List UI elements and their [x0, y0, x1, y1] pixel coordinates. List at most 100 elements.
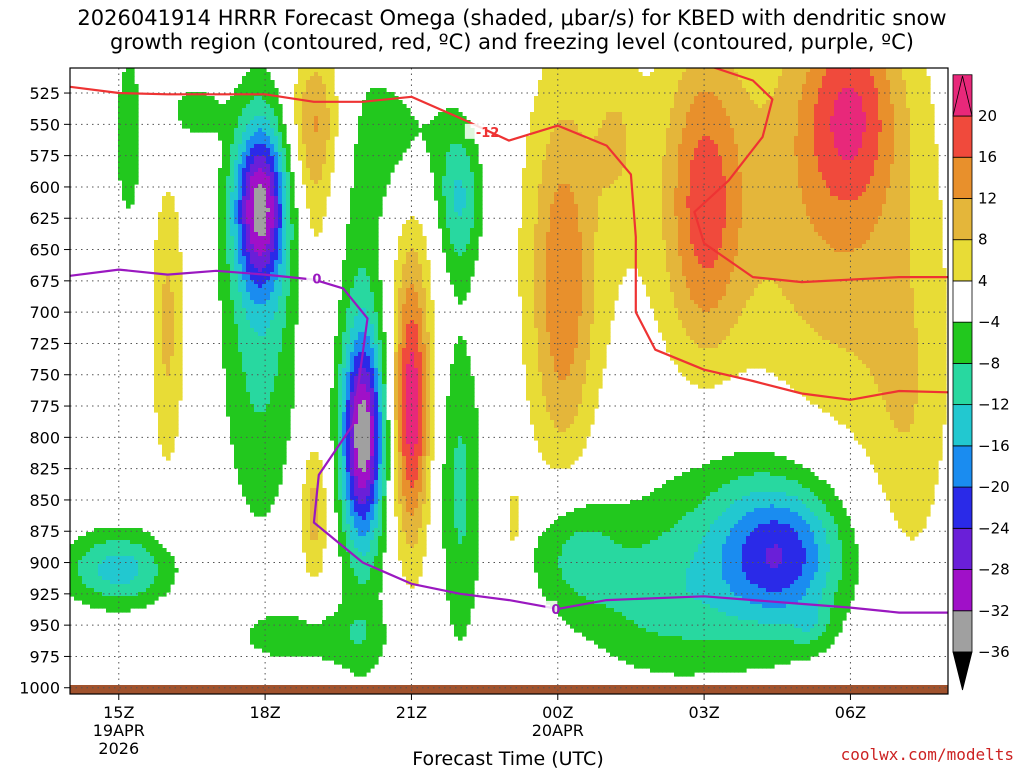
omega-cell — [686, 120, 691, 125]
omega-cell — [178, 116, 183, 121]
omega-cell — [130, 104, 135, 109]
omega-cell — [674, 68, 679, 73]
omega-cell — [886, 112, 891, 117]
omega-cell — [578, 168, 583, 173]
omega-cell — [446, 140, 451, 145]
omega-cell — [550, 152, 555, 157]
omega-cell — [698, 124, 703, 129]
omega-cell — [562, 100, 567, 105]
omega-cell — [902, 188, 907, 193]
omega-cell — [858, 172, 863, 177]
omega-cell — [434, 160, 439, 165]
omega-cell — [554, 196, 559, 201]
omega-cell — [734, 152, 739, 157]
omega-cell — [582, 112, 587, 117]
omega-cell — [758, 112, 763, 117]
omega-cell — [614, 104, 619, 109]
omega-cell — [778, 172, 783, 177]
omega-cell — [726, 172, 731, 177]
omega-cell — [310, 128, 315, 133]
omega-cell — [742, 108, 747, 113]
omega-cell — [566, 76, 571, 81]
omega-cell — [282, 176, 287, 181]
omega-cell — [310, 120, 315, 125]
omega-cell — [866, 132, 871, 137]
omega-cell — [582, 144, 587, 149]
omega-cell — [698, 76, 703, 81]
omega-cell — [874, 84, 879, 89]
omega-cell — [298, 116, 303, 121]
omega-cell — [702, 92, 707, 97]
omega-cell — [566, 108, 571, 113]
omega-cell — [754, 132, 759, 137]
omega-cell — [278, 116, 283, 121]
omega-cell — [214, 116, 219, 121]
omega-cell — [902, 100, 907, 105]
omega-cell — [926, 136, 931, 141]
omega-cell — [814, 68, 819, 73]
omega-cell — [246, 200, 251, 205]
omega-cell — [866, 68, 871, 73]
omega-cell — [246, 72, 251, 77]
omega-cell — [854, 172, 859, 177]
omega-cell — [122, 96, 127, 101]
omega-cell — [830, 196, 835, 201]
omega-cell — [226, 144, 231, 149]
omega-cell — [538, 172, 543, 177]
omega-cell — [130, 164, 135, 169]
omega-cell — [766, 152, 771, 157]
omega-cell — [250, 184, 255, 189]
omega-cell — [722, 176, 727, 181]
omega-cell — [710, 156, 715, 161]
omega-cell — [718, 156, 723, 161]
omega-cell — [190, 104, 195, 109]
omega-cell — [806, 140, 811, 145]
omega-cell — [850, 96, 855, 101]
omega-cell — [218, 104, 223, 109]
omega-cell — [662, 112, 667, 117]
omega-cell — [322, 132, 327, 137]
omega-cell — [922, 68, 927, 73]
omega-cell — [670, 196, 675, 201]
omega-cell — [298, 80, 303, 85]
omega-cell — [606, 176, 611, 181]
omega-cell — [294, 92, 299, 97]
omega-cell — [770, 168, 775, 173]
omega-cell — [542, 136, 547, 141]
omega-cell — [330, 88, 335, 93]
omega-cell — [658, 116, 663, 121]
omega-cell — [830, 76, 835, 81]
omega-cell — [566, 192, 571, 197]
omega-cell — [630, 88, 635, 93]
omega-cell — [622, 72, 627, 77]
omega-cell — [730, 144, 735, 149]
omega-cell — [894, 196, 899, 201]
omega-cell — [366, 192, 371, 197]
omega-cell — [378, 132, 383, 137]
omega-cell — [610, 152, 615, 157]
omega-cell — [442, 196, 447, 201]
omega-cell — [674, 188, 679, 193]
omega-cell — [550, 96, 555, 101]
omega-cell — [730, 116, 735, 121]
omega-cell — [610, 96, 615, 101]
omega-cell — [658, 140, 663, 145]
omega-cell — [902, 120, 907, 125]
omega-cell — [530, 148, 535, 153]
omega-cell — [330, 116, 335, 121]
omega-cell — [886, 164, 891, 169]
omega-cell — [378, 156, 383, 161]
omega-cell — [710, 92, 715, 97]
omega-cell — [886, 100, 891, 105]
omega-cell — [758, 88, 763, 93]
omega-cell — [374, 124, 379, 129]
omega-cell — [254, 116, 259, 121]
omega-cell — [274, 92, 279, 97]
omega-cell — [574, 164, 579, 169]
omega-cell — [242, 108, 247, 113]
omega-cell — [458, 196, 463, 201]
omega-cell — [578, 156, 583, 161]
omega-cell — [374, 196, 379, 201]
omega-cell — [390, 116, 395, 121]
omega-cell — [702, 172, 707, 177]
